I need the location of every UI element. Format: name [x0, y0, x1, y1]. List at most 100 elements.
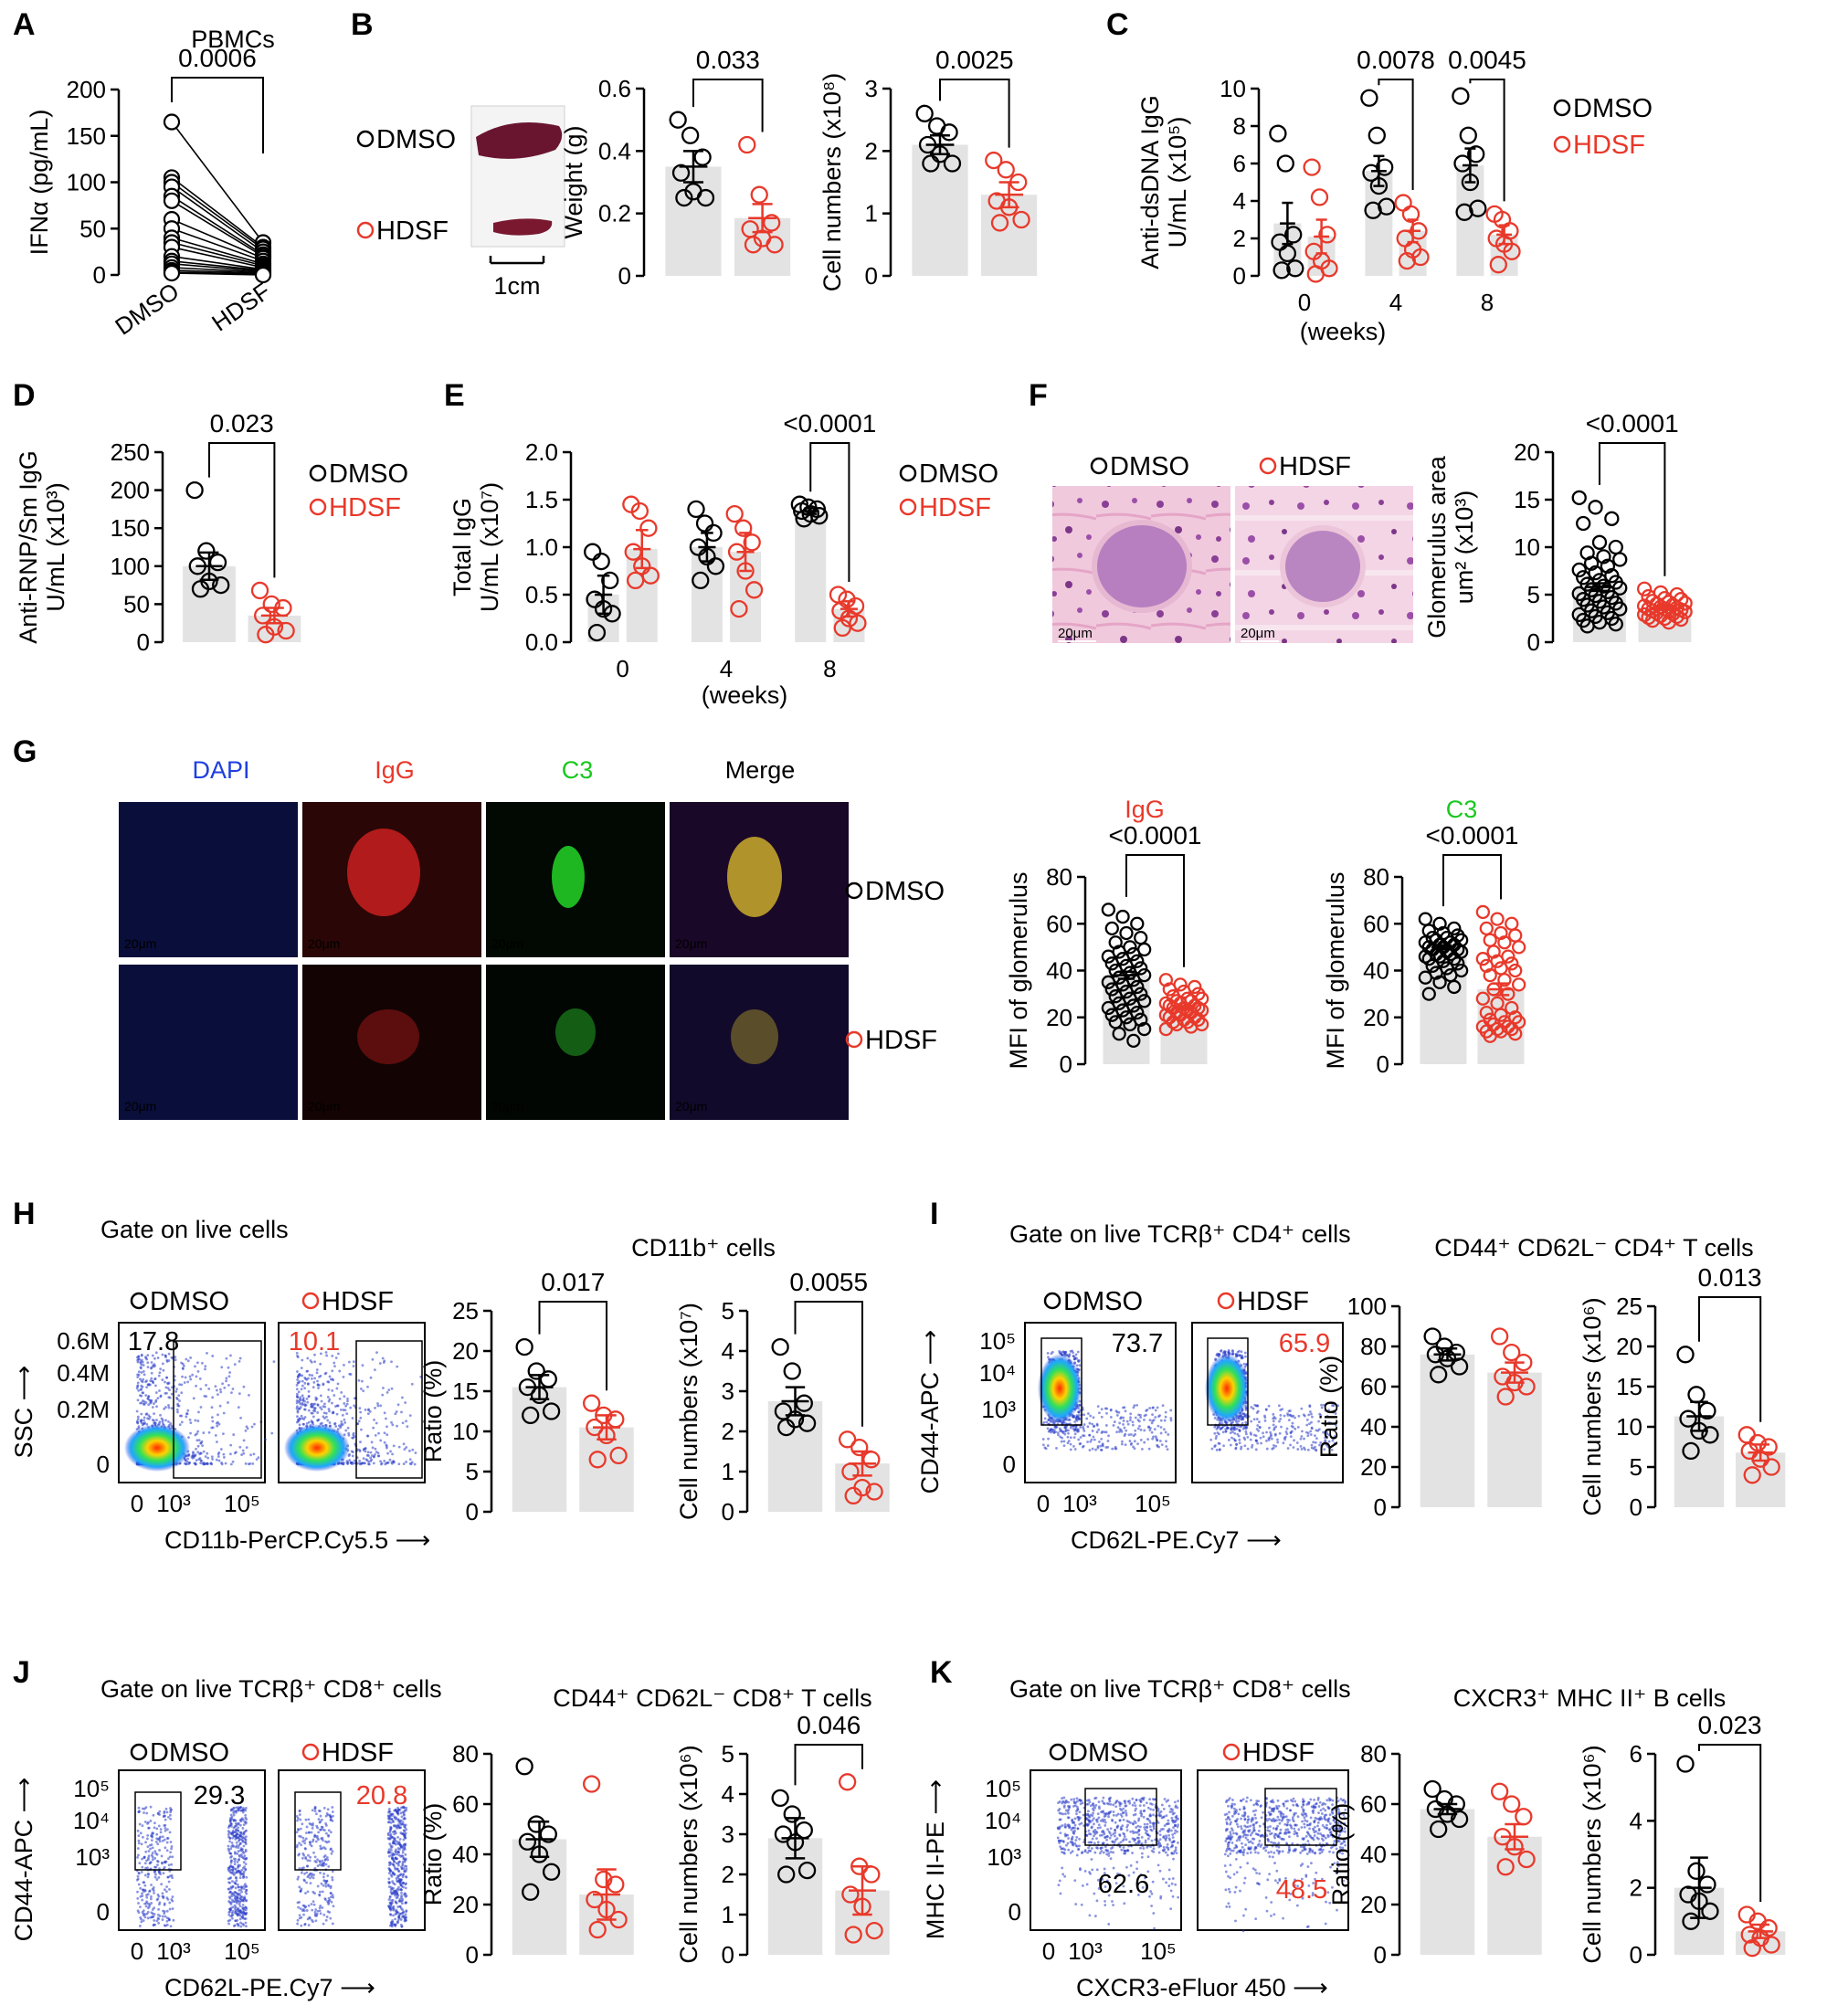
- density-hotspot: [1038, 1354, 1082, 1423]
- event-dot: [1226, 1427, 1230, 1430]
- event-dot: [242, 1884, 246, 1888]
- event-dot: [144, 1866, 147, 1870]
- event-dot: [189, 1377, 193, 1381]
- event-dot: [1061, 1436, 1064, 1440]
- event-dot: [135, 1409, 139, 1413]
- event-dot: [327, 1408, 331, 1410]
- event-dot: [1279, 1417, 1283, 1420]
- event-dot: [1160, 1828, 1163, 1831]
- event-dot: [345, 1412, 349, 1416]
- event-dot: [1213, 1425, 1217, 1429]
- y-tick-label: 10⁴: [979, 1359, 1016, 1387]
- event-dot: [387, 1882, 391, 1884]
- event-dot: [1056, 1431, 1060, 1434]
- event-dot: [225, 1356, 228, 1360]
- event-dot: [390, 1924, 394, 1927]
- event-dot: [1104, 1821, 1107, 1824]
- event-dot: [143, 1916, 147, 1919]
- panel-letter-j: J: [13, 1655, 30, 1690]
- event-dot: [1164, 1410, 1167, 1414]
- event-dot: [237, 1869, 240, 1873]
- event-dot: [1141, 1886, 1145, 1889]
- event-dot: [168, 1396, 172, 1399]
- event-dot: [158, 1371, 162, 1375]
- event-dot: [405, 1809, 407, 1812]
- event-dot: [385, 1390, 389, 1394]
- event-dot: [295, 1401, 299, 1405]
- event-dot: [316, 1411, 320, 1414]
- event-dot: [307, 1818, 311, 1821]
- event-dot: [1121, 1824, 1125, 1828]
- event-dot: [154, 1865, 158, 1869]
- legend-hdsf-label: HDSF: [1242, 1738, 1315, 1768]
- event-dot: [1129, 1416, 1132, 1420]
- event-dot: [199, 1388, 203, 1391]
- event-dot: [389, 1825, 392, 1829]
- j-gate-title: Gate on live TCRβ⁺ CD8⁺ cells: [100, 1675, 442, 1703]
- event-dot: [238, 1359, 241, 1363]
- event-dot: [145, 1837, 149, 1841]
- event-dot: [1112, 1424, 1115, 1427]
- event-dot: [1177, 1841, 1179, 1844]
- legend-hdsf-marker: [1217, 1292, 1235, 1310]
- event-dot: [1123, 1849, 1125, 1852]
- legend-dmso-marker: [1090, 457, 1108, 475]
- event-dot: [1240, 1350, 1243, 1354]
- event-dot: [296, 1843, 299, 1847]
- event-dot: [1213, 1445, 1217, 1448]
- event-dot: [148, 1903, 152, 1906]
- event-dot: [301, 1358, 304, 1362]
- event-dot: [1100, 1437, 1104, 1441]
- event-dot: [397, 1445, 401, 1449]
- event-dot: [164, 1354, 167, 1357]
- legend-dmso-marker: [1043, 1292, 1061, 1310]
- event-dot: [1109, 1851, 1113, 1853]
- event-dot: [1134, 1429, 1137, 1432]
- event-dot: [234, 1886, 238, 1890]
- event-dot: [241, 1836, 245, 1840]
- event-dot: [343, 1418, 346, 1421]
- event-dot: [338, 1397, 342, 1400]
- event-dot: [144, 1841, 147, 1844]
- event-dot: [244, 1807, 248, 1810]
- c-weeks-label: (weeks): [1300, 318, 1387, 345]
- event-dot: [234, 1919, 238, 1923]
- event-dot: [369, 1460, 373, 1462]
- event-dot: [397, 1880, 401, 1883]
- event-dot: [1252, 1418, 1256, 1421]
- event-dot: [326, 1858, 330, 1862]
- event-dot: [405, 1901, 407, 1904]
- event-dot: [321, 1906, 324, 1909]
- event-dot: [202, 1431, 206, 1434]
- event-dot: [1139, 1825, 1142, 1829]
- event-dot: [194, 1453, 197, 1457]
- event-dot: [227, 1919, 230, 1923]
- event-dot: [167, 1420, 170, 1423]
- legend-dmso-label: DMSO: [1573, 94, 1653, 123]
- event-dot: [161, 1378, 164, 1381]
- event-dot: [1091, 1868, 1094, 1872]
- event-dot: [1073, 1804, 1077, 1807]
- event-dot: [319, 1820, 322, 1823]
- event-dot: [215, 1458, 218, 1462]
- event-dot: [155, 1827, 159, 1831]
- event-dot: [297, 1875, 301, 1879]
- event-dot: [396, 1365, 399, 1368]
- event-dot: [165, 1923, 169, 1926]
- event-dot: [1105, 1838, 1108, 1842]
- event-dot: [1333, 1435, 1336, 1439]
- event-dot: [161, 1892, 164, 1895]
- event-dot: [1072, 1444, 1075, 1448]
- event-dot: [1218, 1441, 1221, 1445]
- event-dot: [169, 1422, 173, 1425]
- event-dot: [396, 1403, 400, 1407]
- event-dot: [1329, 1421, 1332, 1425]
- event-dot: [325, 1354, 328, 1357]
- event-dot: [317, 1818, 321, 1821]
- event-dot: [162, 1872, 165, 1875]
- event-dot: [1119, 1802, 1123, 1805]
- event-dot: [365, 1453, 369, 1457]
- event-dot: [1129, 1442, 1133, 1446]
- event-dot: [343, 1402, 346, 1405]
- event-dot: [206, 1351, 208, 1355]
